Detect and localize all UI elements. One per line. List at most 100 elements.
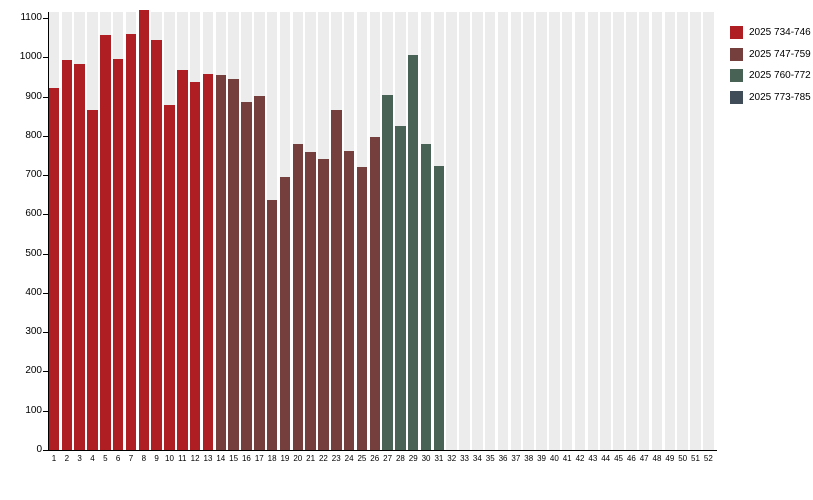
x-tick-label: 46 xyxy=(626,454,636,463)
x-tick-label: 17 xyxy=(254,454,264,463)
x-tick-label: 11 xyxy=(178,454,187,463)
week-background-stripe xyxy=(626,12,637,450)
x-tick-label: 24 xyxy=(344,454,354,463)
week-background-stripe xyxy=(677,12,688,450)
x-tick-label: 50 xyxy=(678,454,688,463)
x-tick-label: 27 xyxy=(383,454,393,463)
legend-label: 2025 734-746 xyxy=(749,27,811,38)
x-tick-label: 5 xyxy=(103,454,108,463)
bar-week-23 xyxy=(331,109,342,450)
x-tick-label: 43 xyxy=(588,454,598,463)
x-tick-label: 1 xyxy=(51,454,57,463)
y-tick-label: 700 xyxy=(25,169,42,181)
x-tick-label: 25 xyxy=(357,454,367,463)
x-tick-label: 32 xyxy=(447,454,457,463)
x-tick-label: 4 xyxy=(90,454,95,463)
bar-week-25 xyxy=(356,167,368,450)
x-tick-label: 10 xyxy=(165,454,174,463)
y-tick-label: 0 xyxy=(36,444,42,455)
week-background-stripe xyxy=(523,12,534,450)
y-tick-mark xyxy=(43,96,48,98)
week-background-stripe xyxy=(510,12,522,450)
bar-week-2 xyxy=(61,60,73,450)
y-tick-label: 200 xyxy=(25,365,42,377)
x-tick-label: 40 xyxy=(549,454,559,463)
week-background-stripe xyxy=(472,12,483,450)
y-tick-label: 600 xyxy=(25,208,42,220)
y-tick-label: 1100 xyxy=(20,12,42,24)
bar-week-24 xyxy=(343,150,355,450)
x-tick-label: 47 xyxy=(639,454,649,463)
x-tick-label: 21 xyxy=(306,454,316,463)
x-tick-label: 49 xyxy=(665,454,675,463)
legend-label: 2025 747-759 xyxy=(749,48,811,60)
x-tick-label: 26 xyxy=(370,454,380,463)
y-axis-line xyxy=(48,12,49,450)
bar-week-17 xyxy=(254,96,265,450)
bar-week-20 xyxy=(292,144,304,450)
legend-item: 2025 760-772 xyxy=(730,69,811,82)
bar-week-31 xyxy=(433,166,445,450)
bar-week-22 xyxy=(318,158,329,450)
y-tick-mark xyxy=(43,57,48,59)
bar-week-27 xyxy=(382,94,393,450)
x-tick-label: 2 xyxy=(64,454,70,463)
week-background-stripe xyxy=(561,12,573,450)
x-tick-label: 23 xyxy=(331,454,341,463)
y-tick-mark xyxy=(43,253,48,255)
y-tick-mark xyxy=(43,410,48,412)
week-background-stripe xyxy=(613,12,624,450)
week-background-stripe xyxy=(638,12,650,450)
week-background-stripe xyxy=(690,12,701,450)
x-tick-label: 15 xyxy=(229,454,239,463)
y-tick-mark xyxy=(43,371,48,373)
bar-week-15 xyxy=(228,78,239,450)
x-tick-label: 19 xyxy=(280,454,290,463)
y-tick-mark xyxy=(43,332,48,334)
week-background-stripe xyxy=(459,12,470,450)
x-tick-label: 6 xyxy=(115,454,121,463)
y-tick-mark xyxy=(43,18,48,20)
y-tick-label: 500 xyxy=(25,247,42,259)
bar-week-18 xyxy=(266,199,278,450)
bar-week-30 xyxy=(420,144,432,450)
bar-week-14 xyxy=(215,75,227,450)
week-background-stripe xyxy=(497,12,509,450)
bar-week-1 xyxy=(48,87,60,450)
y-tick-mark xyxy=(43,292,48,294)
x-tick-label: 35 xyxy=(485,454,495,463)
bar-week-19 xyxy=(279,177,291,450)
x-tick-label: 33 xyxy=(460,454,469,463)
y-tick-mark xyxy=(43,135,48,137)
x-tick-label: 36 xyxy=(498,454,508,463)
bar-week-3 xyxy=(74,63,85,450)
x-tick-label: 42 xyxy=(575,454,585,463)
legend-swatch-icon xyxy=(730,90,743,104)
x-tick-label: 45 xyxy=(614,454,623,463)
legend-item: 2025 773-785 xyxy=(730,90,811,104)
bar-week-12 xyxy=(189,81,201,450)
y-tick-label: 1000 xyxy=(19,51,42,63)
legend-item: 2025 734-746 xyxy=(730,26,811,39)
x-tick-label: 41 xyxy=(562,454,572,463)
y-tick-label: 900 xyxy=(25,90,42,102)
week-background-stripe xyxy=(536,12,547,450)
x-tick-label: 13 xyxy=(203,454,213,463)
bar-week-6 xyxy=(112,58,124,450)
x-axis-line xyxy=(48,450,717,451)
x-tick-label: 20 xyxy=(293,454,303,463)
week-background-stripe xyxy=(600,12,611,450)
x-tick-label: 38 xyxy=(524,454,534,463)
x-tick-label: 7 xyxy=(128,454,134,463)
y-tick-label: 800 xyxy=(25,129,42,141)
bar-week-11 xyxy=(177,69,188,450)
bar-week-7 xyxy=(125,34,137,450)
bar-week-9 xyxy=(151,40,162,450)
legend-label: 2025 773-785 xyxy=(749,91,811,103)
y-tick-label: 100 xyxy=(25,404,42,416)
bar-week-28 xyxy=(395,126,406,450)
legend-swatch-icon xyxy=(730,26,743,39)
x-tick-label: 48 xyxy=(652,454,662,463)
